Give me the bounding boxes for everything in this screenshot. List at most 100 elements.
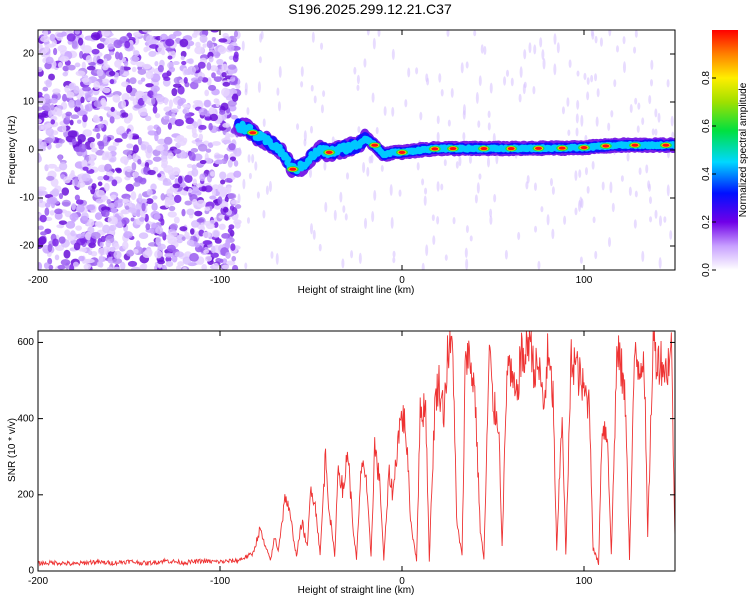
noise-speck [244,262,248,270]
noise-speck [125,165,132,172]
noise-speck [149,44,159,49]
noise-speck [228,143,236,151]
noise-speck [518,93,522,103]
signal-peak [580,146,588,150]
signal-peak [449,146,457,151]
noise-speck [663,216,667,223]
noise-speck [188,188,193,194]
noise-speck [638,167,642,176]
spectrogram-signal-layer [233,117,675,178]
spectrogram-x-ticks: -200 -100 0 100 [28,30,593,286]
noise-speck [150,97,156,105]
noise-speck [63,176,71,184]
noise-speck [256,191,260,199]
noise-speck [124,40,131,49]
noise-speck [199,159,207,165]
noise-speck [622,61,626,74]
noise-speck [537,260,541,270]
noise-speck [143,63,152,70]
noise-speck [487,122,491,131]
noise-speck [371,210,375,223]
noise-speck [184,174,193,183]
noise-speck [211,188,216,197]
noise-speck [232,264,239,270]
noise-speck [136,209,141,218]
noise-speck [121,209,128,215]
noise-speck [278,65,282,78]
noise-speck [649,216,653,223]
noise-speck [43,93,50,101]
noise-speck [220,102,229,111]
noise-speck [184,231,190,239]
noise-speck [594,250,598,260]
noise-speck [66,91,75,99]
noise-speck [177,261,185,267]
noise-speck [578,200,582,212]
noise-speck [404,99,408,108]
noise-speck [81,173,91,182]
signal-peak [602,144,610,148]
noise-speck [125,205,130,210]
noise-speck [138,232,149,240]
noise-speck [575,127,579,137]
noise-speck [129,95,135,101]
noise-speck [47,110,53,117]
noise-speck [549,178,553,187]
noise-speck [78,255,85,262]
noise-speck [199,173,206,182]
noise-speck [309,125,313,134]
noise-speck [177,175,183,184]
colorbar-label: Normalized spectral amplitude [738,82,749,217]
noise-speck [77,134,86,143]
noise-speck [446,30,450,37]
noise-speck [308,168,312,178]
noise-speck [133,50,140,57]
noise-speck [222,258,228,265]
noise-speck [629,104,633,113]
noise-speck [126,143,134,149]
noise-speck [121,217,130,225]
noise-speck [97,176,104,181]
noise-speck [173,148,182,154]
noise-speck [268,180,272,193]
noise-speck [75,98,82,108]
noise-speck [436,131,440,142]
spectrogram-x-tick-label: 100 [576,275,593,286]
noise-speck [580,114,584,127]
noise-speck [150,183,157,191]
noise-speck [161,264,168,270]
noise-speck [74,106,81,113]
noise-speck [109,116,115,124]
snr-series-line [38,331,675,567]
noise-speck [137,68,147,75]
noise-speck [54,211,63,220]
noise-speck [186,239,195,246]
spectrogram-x-tick-label: -100 [210,275,230,286]
noise-speck [633,219,637,229]
noise-speck [189,252,199,262]
noise-speck [192,198,198,206]
noise-speck [63,249,71,259]
noise-speck [204,89,210,97]
noise-speck [52,238,59,247]
noise-speck [227,44,235,51]
noise-speck [242,178,246,190]
colorbar-tick-label: 0.2 [701,215,712,229]
noise-speck [74,176,79,186]
noise-speck [84,231,92,241]
noise-speck [202,43,207,48]
snr-x-tick-label: 100 [576,576,593,587]
noise-speck [183,77,188,84]
noise-speck [523,49,527,60]
noise-speck [191,164,197,170]
noise-speck [648,183,652,192]
noise-speck [233,30,239,38]
noise-speck [153,81,160,86]
noise-speck [154,60,159,67]
noise-speck [39,214,47,223]
signal-track-cell [247,124,254,131]
noise-speck [221,63,229,72]
noise-speck [219,188,228,197]
noise-speck [666,184,670,197]
